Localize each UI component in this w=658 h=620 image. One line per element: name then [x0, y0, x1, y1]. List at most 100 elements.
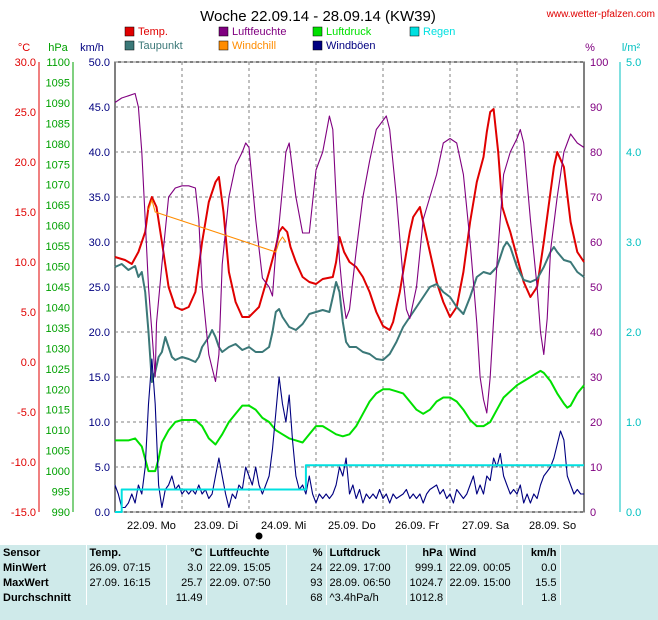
- pressure-tick-label: 1070: [46, 180, 70, 192]
- stats-cell-value: 1.8: [522, 590, 561, 605]
- wind-tick-label: 40.0: [89, 147, 110, 159]
- pressure-tick-label: 1005: [46, 446, 70, 458]
- stats-header-humidity: Luftfeuchte: [206, 545, 287, 560]
- pressure-tick-label: 1100: [46, 57, 70, 69]
- pressure-tick-label: 1060: [46, 221, 70, 233]
- day-label: 25.09. Do: [328, 520, 376, 532]
- pressure-tick-label: 1075: [46, 159, 70, 171]
- pressure-tick-label: 1090: [46, 98, 70, 110]
- humidity-tick-label: 50: [590, 282, 602, 294]
- stats-cell-value: 1024.7: [406, 575, 447, 590]
- site-link[interactable]: www.wetter-pfalzen.com: [546, 9, 655, 20]
- stats-header-pressure: Luftdruck: [326, 545, 407, 560]
- wind-tick-label: 25.0: [89, 282, 110, 294]
- weather-chart-area: Woche 22.09.14 - 28.09.14 (KW39) www.wet…: [11, 8, 655, 540]
- humidity-tick-label: 20: [590, 417, 602, 429]
- temp-tick-label: -10.0: [11, 457, 36, 469]
- stats-header-humidity-unit: %: [286, 545, 327, 560]
- rain-tick-label: 5.0: [626, 57, 641, 69]
- rain-tick-label: 4.0: [626, 147, 641, 159]
- stats-cell-time: 27.09. 16:15: [86, 575, 167, 590]
- legend-swatch: [218, 40, 229, 51]
- pressure-tick-label: 1020: [46, 384, 70, 396]
- humidity-tick-label: 30: [590, 372, 602, 384]
- legend-label: Windchill: [232, 40, 276, 52]
- legend-label: Windböen: [326, 40, 376, 52]
- legend-label: Temp.: [138, 26, 168, 38]
- wind-tick-label: 45.0: [89, 102, 110, 114]
- pressure-tick-label: 1045: [46, 282, 70, 294]
- humidity-tick-label: 10: [590, 462, 602, 474]
- pressure-tick-label: 995: [52, 487, 70, 499]
- stats-cell-time: ^3.4hPa/h: [326, 590, 407, 605]
- rain-tick-label: 3.0: [626, 237, 641, 249]
- pressure-tick-label: 1050: [46, 262, 70, 274]
- temp-tick-label: 20.0: [15, 157, 36, 169]
- temp-tick-label: 15.0: [15, 207, 36, 219]
- pressure-tick-label: 1065: [46, 200, 70, 212]
- stats-cell-time: 22.09. 15:05: [206, 560, 287, 575]
- day-label: 26.09. Fr: [395, 520, 439, 532]
- wind-tick-label: 30.0: [89, 237, 110, 249]
- temp-axis-unit: °C: [18, 42, 30, 54]
- stats-cell-value: 999.1: [406, 560, 447, 575]
- legend-swatch: [218, 26, 229, 37]
- wind-axis-unit: km/h: [80, 42, 104, 54]
- humidity-axis-unit: %: [585, 42, 595, 54]
- pressure-tick-label: 1035: [46, 323, 70, 335]
- stats-row-max: MaxWert 27.09. 16:15 25.7 22.09. 07:50 9…: [0, 575, 561, 590]
- stats-header-wind: Wind: [446, 545, 523, 560]
- temp-tick-label: -15.0: [11, 507, 36, 519]
- weather-chart: Woche 22.09.14 - 28.09.14 (KW39) www.wet…: [11, 8, 655, 540]
- legend-swatch: [124, 26, 135, 37]
- humidity-tick-label: 90: [590, 102, 602, 114]
- humidity-tick-label: 100: [590, 57, 608, 69]
- stats-cell-time: 26.09. 07:15: [86, 560, 167, 575]
- stats-row-label: MaxWert: [0, 575, 87, 590]
- pressure-tick-label: 1025: [46, 364, 70, 376]
- temp-tick-label: 5.0: [21, 307, 36, 319]
- humidity-tick-label: 40: [590, 327, 602, 339]
- legend-label: Luftdruck: [326, 26, 372, 38]
- stats-row-average: Durchschnitt 11.49 68 ^3.4hPa/h 1012.8 1…: [0, 590, 561, 605]
- stats-cell-value: 0.0: [522, 560, 561, 575]
- rain-tick-label: 1.0: [626, 417, 641, 429]
- day-label: 24.09. Mi: [261, 520, 306, 532]
- series-line-windb-en: [114, 358, 584, 509]
- stats-header-pressure-unit: hPa: [406, 545, 447, 560]
- legend-swatch: [124, 40, 135, 51]
- pressure-axis-unit: hPa: [48, 42, 68, 54]
- rain-axis-unit: l/m²: [622, 42, 641, 54]
- series-line-temp: [114, 108, 585, 331]
- wind-tick-label: 35.0: [89, 192, 110, 204]
- chart-title: Woche 22.09.14 - 28.09.14 (KW39): [200, 8, 436, 25]
- pressure-tick-label: 1085: [46, 118, 70, 130]
- day-label: 28.09. So: [529, 520, 576, 532]
- humidity-tick-label: 0: [590, 507, 596, 519]
- stats-cell-value: 15.5: [522, 575, 561, 590]
- legend-swatch: [312, 26, 323, 37]
- temp-tick-label: 25.0: [15, 107, 36, 119]
- humidity-tick-label: 70: [590, 192, 602, 204]
- stats-cell-value: 1012.8: [406, 590, 447, 605]
- legend-swatch: [409, 26, 420, 37]
- legend-swatch: [312, 40, 323, 51]
- pressure-tick-label: 1080: [46, 139, 70, 151]
- pressure-tick-label: 1010: [46, 425, 70, 437]
- temp-tick-label: 10.0: [15, 257, 36, 269]
- stats-cell-time: [446, 590, 523, 605]
- pressure-tick-label: 1030: [46, 343, 70, 355]
- stats-cell-time: 22.09. 07:50: [206, 575, 287, 590]
- humidity-tick-label: 60: [590, 237, 602, 249]
- wind-tick-label: 15.0: [89, 372, 110, 384]
- series-line-taupunkt: [114, 241, 585, 383]
- stats-header-sensor: Sensor: [0, 545, 87, 560]
- day-label: 23.09. Di: [194, 520, 238, 532]
- rain-tick-label: 2.0: [626, 327, 641, 339]
- stats-cell-value: 24: [286, 560, 327, 575]
- pressure-tick-label: 1040: [46, 302, 70, 314]
- stats-cell-value: 3.0: [166, 560, 207, 575]
- pressure-tick-label: 1095: [46, 77, 70, 89]
- stats-row-label: MinWert: [0, 560, 87, 575]
- stats-cell-time: 22.09. 00:05: [446, 560, 523, 575]
